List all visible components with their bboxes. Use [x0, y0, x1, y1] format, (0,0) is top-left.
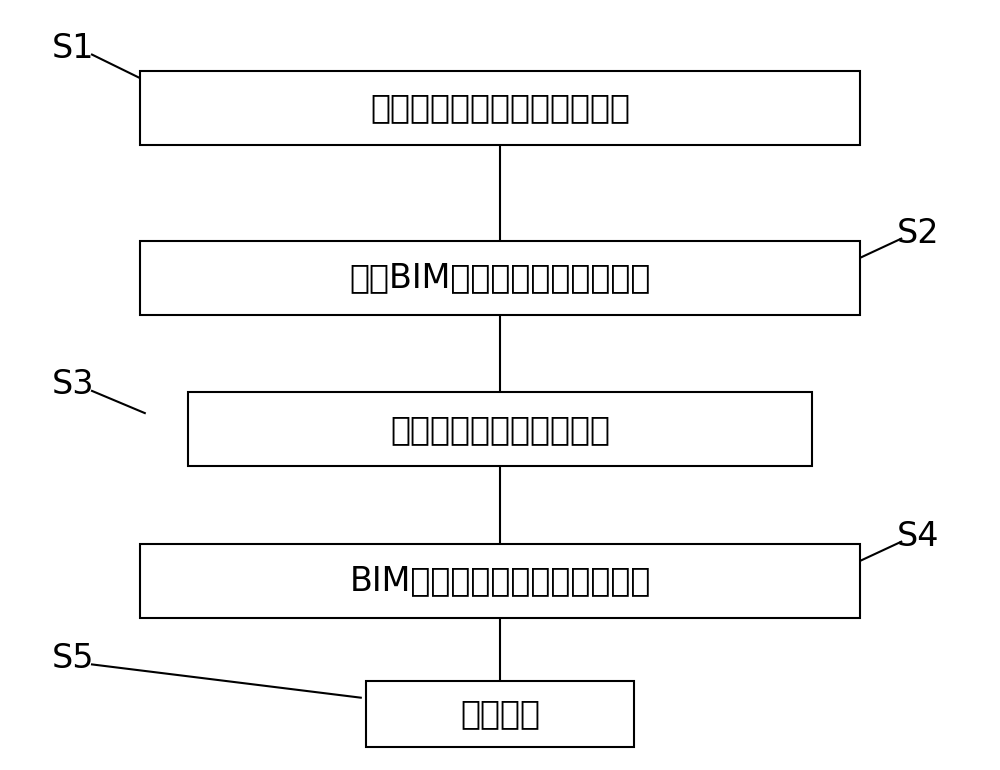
Text: BIM装饰装修工程信息模型拆分: BIM装饰装修工程信息模型拆分 — [349, 564, 651, 598]
Text: 数据分析: 数据分析 — [460, 698, 540, 731]
Text: S1: S1 — [52, 32, 94, 65]
Text: S4: S4 — [896, 520, 939, 553]
FancyBboxPatch shape — [140, 544, 860, 618]
Text: S3: S3 — [52, 369, 94, 401]
Text: 获取待验收目标三维模型: 获取待验收目标三维模型 — [390, 413, 610, 446]
Text: 生成BIM装饰装修工程信息模型: 生成BIM装饰装修工程信息模型 — [349, 261, 651, 294]
Text: S5: S5 — [52, 642, 94, 675]
FancyBboxPatch shape — [140, 241, 860, 315]
FancyBboxPatch shape — [188, 393, 812, 467]
FancyBboxPatch shape — [366, 681, 634, 747]
Text: S2: S2 — [896, 217, 939, 250]
Text: 获取装饰装修设计图数据信息: 获取装饰装修设计图数据信息 — [370, 92, 630, 124]
FancyBboxPatch shape — [140, 71, 860, 145]
